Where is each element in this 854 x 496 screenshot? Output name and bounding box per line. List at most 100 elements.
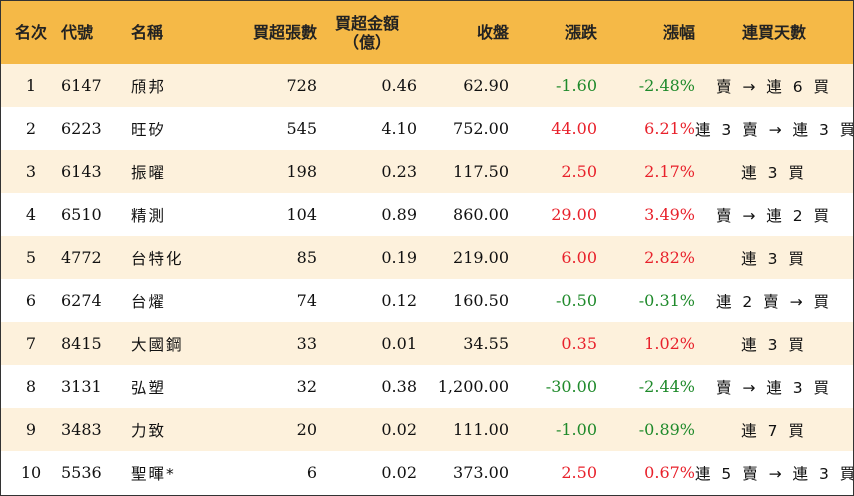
change-cell: -30.00 <box>545 377 597 396</box>
amount-cell: 0.23 <box>381 162 417 181</box>
name-cell: 大國鋼 <box>131 335 184 354</box>
header-change: 漲跌 <box>564 23 597 42</box>
header-days: 連買天數 <box>741 23 806 42</box>
code-cell: 6510 <box>61 205 102 224</box>
table-row: 10 5536 聖暉* 6 0.02 373.00 2.50 0.67% 連 5… <box>1 451 853 494</box>
pct-cell: -2.44% <box>638 377 695 396</box>
amount-cell: 0.38 <box>381 377 417 396</box>
pct-cell: 3.49% <box>644 205 695 224</box>
rank-cell: 3 <box>25 162 37 181</box>
change-cell: 6.00 <box>561 248 597 267</box>
close-cell: 373.00 <box>453 463 509 482</box>
shares-cell: 6 <box>306 463 317 482</box>
days-cell: 連 2 賣 → 買 <box>715 292 833 311</box>
close-cell: 117.50 <box>453 162 509 181</box>
code-cell: 3483 <box>61 420 102 439</box>
shares-cell: 74 <box>296 291 317 310</box>
rank-cell: 7 <box>25 334 37 353</box>
close-cell: 860.00 <box>453 205 509 224</box>
name-cell: 台特化 <box>131 249 184 268</box>
table-row: 2 6223 旺矽 545 4.10 752.00 44.00 6.21% 連 … <box>1 107 853 150</box>
amount-cell: 0.02 <box>381 463 417 482</box>
shares-cell: 728 <box>286 76 317 95</box>
name-cell: 台燿 <box>131 292 167 311</box>
header-pct: 漲幅 <box>662 23 695 42</box>
change-cell: 29.00 <box>551 205 597 224</box>
table-row: 3 6143 振曜 198 0.23 117.50 2.50 2.17% 連 3… <box>1 150 853 193</box>
pct-cell: -2.48% <box>638 76 695 95</box>
header-name: 名稱 <box>131 23 164 42</box>
table-row: 5 4772 台特化 85 0.19 219.00 6.00 2.82% 連 3… <box>1 236 853 279</box>
rank-cell: 4 <box>25 205 37 224</box>
amount-cell: 0.19 <box>381 248 417 267</box>
days-cell: 連 3 買 <box>741 249 807 268</box>
code-cell: 6147 <box>61 76 102 95</box>
amount-cell: 0.01 <box>381 334 417 353</box>
close-cell: 752.00 <box>453 119 509 138</box>
header-amount: 買超金額 （億） <box>317 1 417 64</box>
change-cell: -1.00 <box>555 420 597 439</box>
table-row: 1 6147 頎邦 728 0.46 62.90 -1.60 -2.48% 賣 … <box>1 64 853 107</box>
header-close: 收盤 <box>476 23 509 42</box>
change-cell: 44.00 <box>551 119 597 138</box>
name-cell: 力致 <box>131 421 167 440</box>
shares-cell: 85 <box>296 248 317 267</box>
pct-cell: 0.67% <box>644 463 695 482</box>
header-shares: 買超張數 <box>252 23 317 42</box>
amount-cell: 0.02 <box>381 420 417 439</box>
shares-cell: 104 <box>286 205 317 224</box>
shares-cell: 20 <box>296 420 317 439</box>
header-amount-line1: 買超金額 <box>334 13 399 33</box>
shares-cell: 33 <box>296 334 317 353</box>
close-cell: 219.00 <box>453 248 509 267</box>
close-cell: 160.50 <box>453 291 509 310</box>
amount-cell: 0.89 <box>381 205 417 224</box>
header-row: 名次 代號 名稱 買超張數 買超金額 （億） 收盤 漲跌 漲幅 連買天數 <box>1 1 853 64</box>
table-row: 7 8415 大國鋼 33 0.01 34.55 0.35 1.02% 連 3 … <box>1 322 853 365</box>
change-cell: 0.35 <box>561 334 597 353</box>
days-cell: 連 3 買 <box>741 163 807 182</box>
days-cell: 連 5 賣 → 連 3 買 <box>695 464 853 483</box>
days-cell: 賣 → 連 3 買 <box>715 378 833 397</box>
header-code: 代號 <box>61 23 94 42</box>
table-row: 4 6510 精測 104 0.89 860.00 29.00 3.49% 賣 … <box>1 193 853 236</box>
code-cell: 5536 <box>61 463 102 482</box>
amount-cell: 4.10 <box>381 119 417 138</box>
days-cell: 連 7 買 <box>741 421 807 440</box>
shares-cell: 198 <box>286 162 317 181</box>
table-row: 6 6274 台燿 74 0.12 160.50 -0.50 -0.31% 連 … <box>1 279 853 322</box>
shares-cell: 545 <box>286 119 317 138</box>
name-cell: 弘塑 <box>131 378 167 397</box>
close-cell: 111.00 <box>453 420 509 439</box>
pct-cell: 1.02% <box>644 334 695 353</box>
name-cell: 頎邦 <box>131 77 167 96</box>
change-cell: 2.50 <box>561 162 597 181</box>
table-row: 9 3483 力致 20 0.02 111.00 -1.00 -0.89% 連 … <box>1 408 853 451</box>
days-cell: 連 3 賣 → 連 3 買 <box>695 120 853 139</box>
code-cell: 6223 <box>61 119 102 138</box>
code-cell: 4772 <box>61 248 102 267</box>
change-cell: 2.50 <box>561 463 597 482</box>
days-cell: 連 3 買 <box>741 335 807 354</box>
header-rank: 名次 <box>14 23 47 42</box>
rank-cell: 6 <box>25 291 37 310</box>
code-cell: 8415 <box>61 334 102 353</box>
code-cell: 6274 <box>61 291 102 310</box>
close-cell: 34.55 <box>463 334 509 353</box>
code-cell: 6143 <box>61 162 102 181</box>
name-cell: 精測 <box>131 206 167 225</box>
rank-cell: 10 <box>20 463 42 482</box>
header-amount-line2: （億） <box>342 32 391 52</box>
code-cell: 3131 <box>61 377 102 396</box>
change-cell: -0.50 <box>555 291 597 310</box>
rank-cell: 9 <box>25 420 37 439</box>
days-cell: 賣 → 連 2 買 <box>715 206 833 225</box>
name-cell: 聖暉* <box>131 464 176 483</box>
change-cell: -1.60 <box>555 76 597 95</box>
amount-cell: 0.46 <box>381 76 417 95</box>
pct-cell: -0.31% <box>638 291 695 310</box>
name-cell: 旺矽 <box>131 120 167 139</box>
close-cell: 1,200.00 <box>437 377 509 396</box>
pct-cell: 6.21% <box>644 119 695 138</box>
